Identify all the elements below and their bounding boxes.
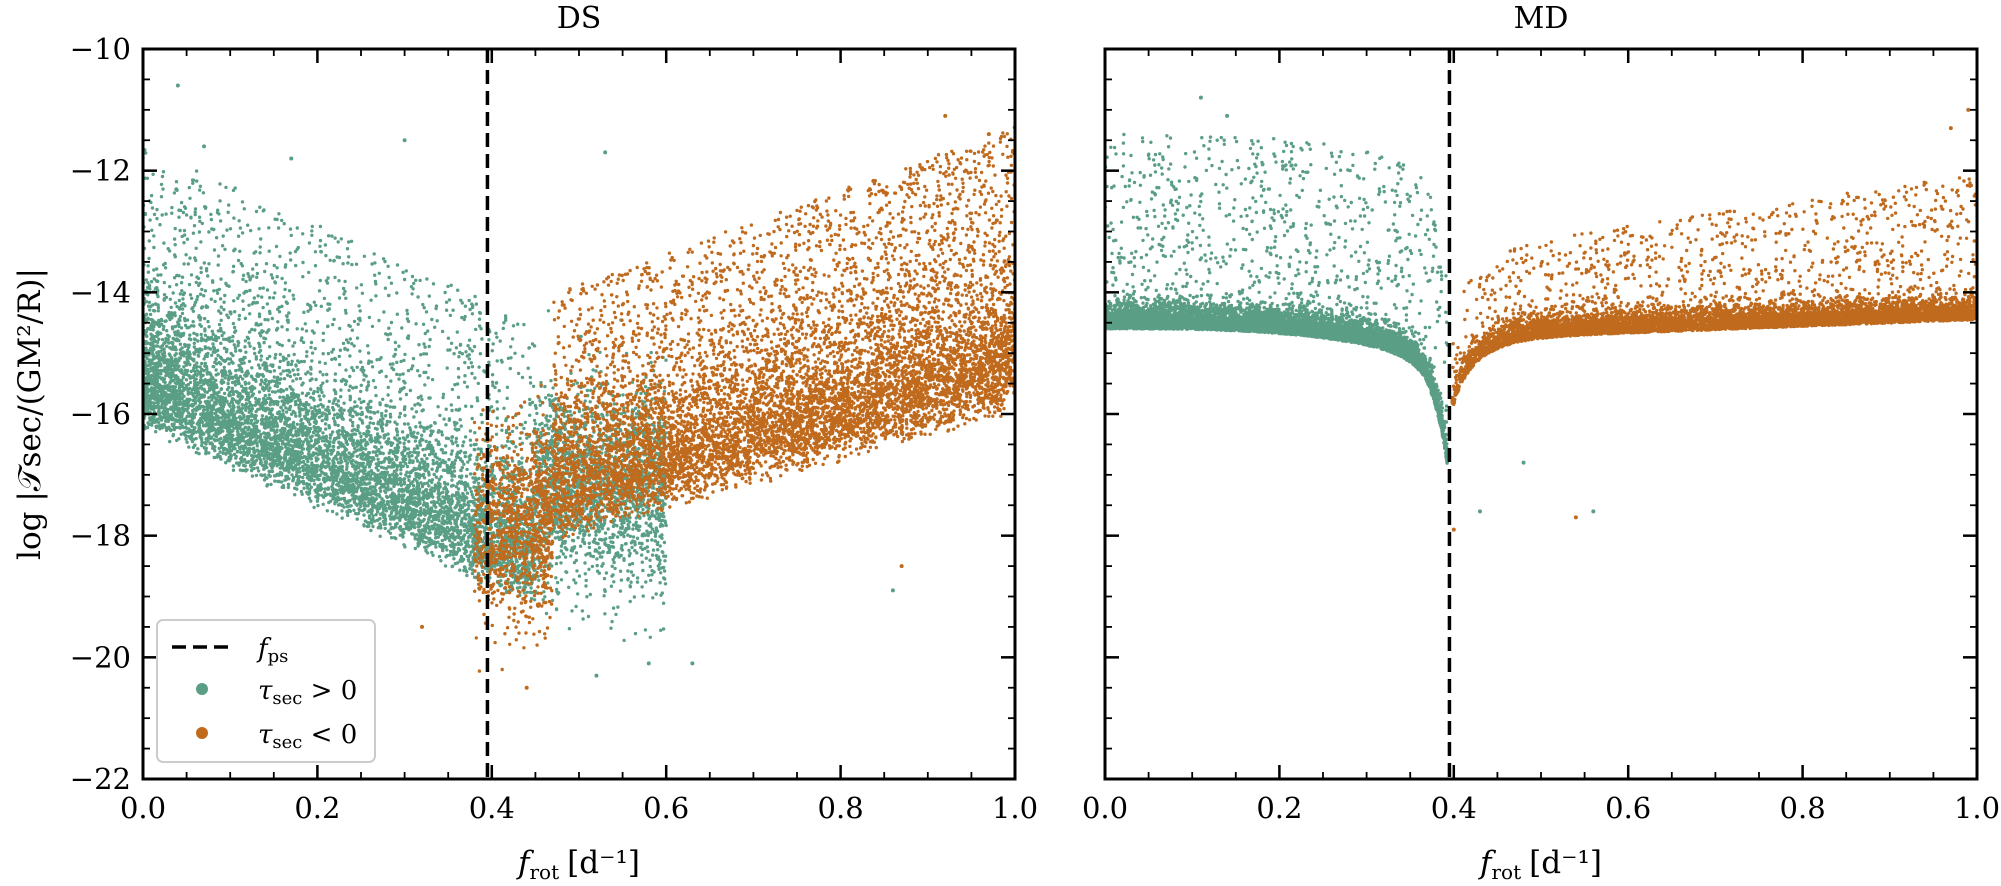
x-tick-label: 0.6 (1605, 791, 1651, 825)
scatter-cloud-negative-md (1450, 176, 1978, 406)
x-tick-label: 1.0 (992, 791, 1038, 825)
x-tick-label: 0.2 (1256, 791, 1302, 825)
legend: fps τsec > 0 τsec < 0 (157, 620, 375, 762)
x-tick-label: 0.0 (1082, 791, 1128, 825)
x-axis-label-md-unit: [d⁻¹] (1529, 845, 1602, 881)
x-tick-label: 0.4 (1431, 791, 1477, 825)
axes-frame-md (1105, 49, 1977, 779)
scatter-point-positive (594, 674, 598, 678)
legend-label-positive-main: τ (258, 676, 273, 706)
y-tick-label: −14 (70, 275, 131, 309)
scatter-point-negative (420, 625, 424, 629)
legend-label-positive-sub: sec (272, 688, 302, 709)
scatter-point-positive (1522, 461, 1526, 465)
legend-label-negative-main: τ (258, 720, 273, 750)
x-tick-label: 0.0 (120, 791, 166, 825)
scatter-point-positive (647, 661, 651, 665)
x-axis-label-md-sub: rot (1492, 860, 1522, 884)
scatter-points-ds (141, 84, 1016, 690)
y-tick-label: −12 (70, 154, 131, 188)
scatter-point-negative (1949, 126, 1953, 130)
scatter-point-positive (603, 150, 607, 154)
scatter-point-negative (943, 114, 947, 118)
x-axis-label-ds: frot [d⁻¹] (516, 845, 640, 884)
scatter-point-positive (1478, 509, 1482, 513)
x-axis-label-ds-sub: rot (530, 860, 560, 884)
x-tick-label: 0.4 (469, 791, 515, 825)
x-tick-label: 0.8 (818, 791, 864, 825)
legend-negative-marker (196, 727, 208, 739)
scatter-points-md (1103, 96, 1978, 532)
legend-label-negative-sub: sec (272, 732, 302, 753)
scatter-point-positive (176, 84, 180, 88)
legend-label-fps-sub: ps (268, 646, 289, 667)
scatter-point-positive (289, 157, 293, 161)
scatter-point-negative (1966, 108, 1970, 112)
panel-title-md: MD (1514, 1, 1569, 36)
y-axis-label-group: log |𝒯sec/(GM²/R)| (12, 268, 48, 560)
scatter-point-positive (1591, 509, 1595, 513)
y-tick-label: −20 (70, 640, 131, 674)
scatter-cloud-positive-ds (141, 148, 668, 642)
y-tick-label: −18 (70, 519, 131, 553)
y-tick-label: −10 (70, 32, 131, 66)
scatter-point-positive (403, 138, 407, 142)
scatter-point-negative (1452, 528, 1456, 532)
x-tick-label: 1.0 (1954, 791, 2000, 825)
legend-positive-marker (196, 683, 208, 695)
x-axis-label-md: frot [d⁻¹] (1478, 845, 1602, 884)
legend-label-negative-rest: < 0 (302, 720, 357, 750)
axis-ticks (143, 49, 1977, 779)
x-tick-label: 0.2 (294, 791, 340, 825)
panel-title-ds: DS (557, 1, 602, 36)
scatter-point-positive (690, 661, 694, 665)
scatter-point-negative (987, 132, 991, 136)
x-tick-label: 0.8 (1780, 791, 1826, 825)
scatter-point-positive (1225, 114, 1229, 118)
scatter-cloud-positive-md (1103, 133, 1449, 465)
x-axis-label-ds-unit: [d⁻¹] (567, 845, 640, 881)
scatter-point-positive (1199, 96, 1203, 100)
legend-label-positive-rest: > 0 (302, 676, 357, 706)
y-tick-label: −22 (70, 762, 131, 796)
y-axis-label: log |𝒯sec/(GM²/R)| (12, 268, 48, 560)
scatter-point-negative (1574, 515, 1578, 519)
y-tick-label: −16 (70, 397, 131, 431)
x-tick-label: 0.6 (643, 791, 689, 825)
scatter-point-negative (525, 686, 529, 690)
scatter-point-positive (202, 144, 206, 148)
scatter-point-positive (891, 588, 895, 592)
scatter-point-negative (900, 564, 904, 568)
